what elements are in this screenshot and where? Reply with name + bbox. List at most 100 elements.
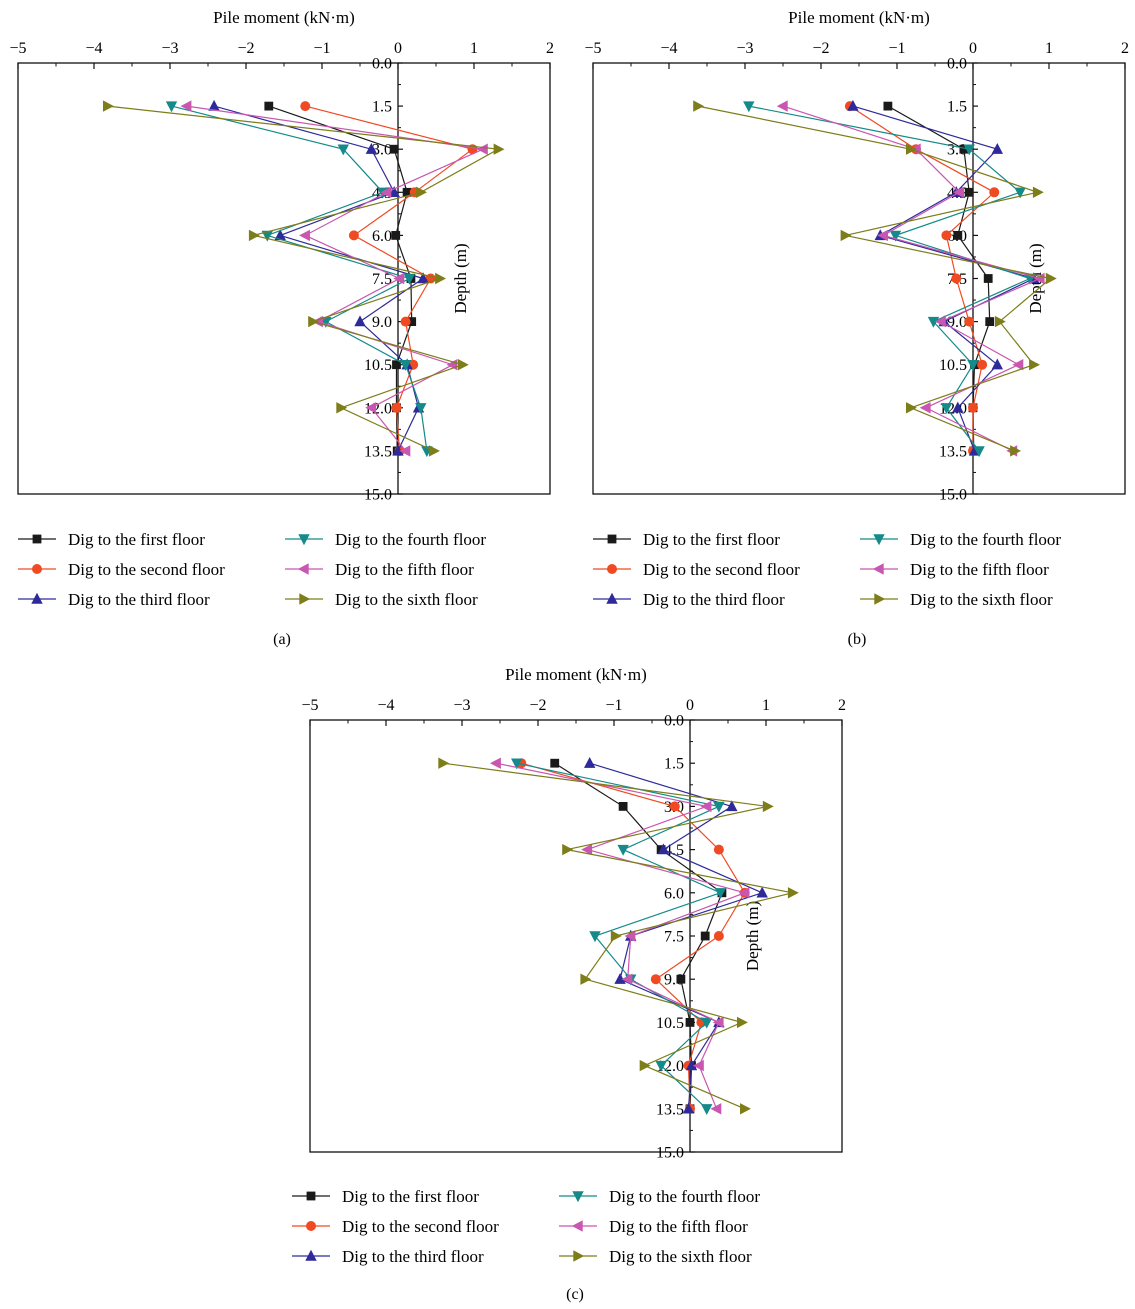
data-point — [1045, 272, 1057, 285]
y-tick-label: 7.5 — [372, 271, 392, 288]
legend-label: Dig to the third floor — [643, 590, 785, 609]
x-tick-label: −3 — [453, 697, 470, 714]
data-point — [621, 973, 633, 985]
legend-marker — [298, 534, 310, 546]
y-tick-label: 15.0 — [364, 487, 392, 504]
series-line — [782, 105, 1042, 452]
data-point — [991, 143, 1004, 154]
data-point — [743, 101, 755, 113]
legend-marker — [573, 1250, 585, 1262]
data-point — [762, 800, 774, 813]
data-point — [989, 187, 1000, 198]
data-point — [610, 930, 622, 942]
legend-item: Dig to the third floor — [593, 590, 785, 609]
data-point — [700, 800, 712, 813]
data-point — [685, 1059, 698, 1071]
y-tick-label: 10.5 — [364, 357, 392, 374]
data-point — [392, 360, 401, 370]
series-5 — [776, 100, 1045, 457]
data-point — [889, 230, 902, 242]
data-point — [655, 1060, 667, 1072]
legend-label: Dig to the second floor — [342, 1217, 499, 1236]
x-tick-label: −1 — [313, 40, 330, 57]
legend-item: Dig to the fifth floor — [860, 560, 1049, 579]
data-point — [264, 101, 274, 111]
data-point — [919, 402, 931, 414]
data-point — [967, 360, 979, 371]
x-tick-label: 2 — [546, 40, 554, 57]
data-point — [1029, 359, 1040, 371]
x-tick-label: −2 — [529, 697, 546, 714]
data-point — [726, 800, 738, 812]
y-tick-label: 13.5 — [939, 443, 967, 460]
data-point — [701, 1017, 713, 1029]
chart-panel-1: −5 −4 −3 −2 −1 0 1 2 Pile moment (kN·m) 0.0 1.5 3.0… — [9, 8, 554, 648]
data-point — [669, 801, 680, 812]
plot-frame — [17, 62, 551, 495]
data-point — [983, 274, 993, 283]
legend-label: Dig to the third floor — [342, 1247, 484, 1266]
data-point — [490, 757, 501, 769]
y-tick-label: 3.0 — [372, 142, 392, 159]
legend-label: Dig to the fifth floor — [910, 560, 1049, 579]
series-6 — [438, 757, 799, 1115]
y-tick-label: 9.0 — [372, 314, 392, 331]
y-tick-label: 15.0 — [656, 1145, 684, 1162]
panel-label: (a) — [273, 631, 291, 648]
data-point — [435, 272, 446, 285]
legend-marker — [297, 563, 309, 575]
data-point — [1014, 187, 1026, 199]
data-point — [393, 272, 405, 285]
data-point — [392, 444, 404, 456]
data-point — [389, 144, 399, 154]
data-point — [840, 229, 852, 242]
x-tick-label: 1 — [470, 40, 478, 57]
y-tick-label: 13.5 — [364, 443, 392, 460]
data-point — [583, 757, 596, 768]
y-tick-label: 1.5 — [664, 756, 684, 773]
data-point — [1012, 359, 1024, 371]
data-point — [457, 359, 469, 371]
x-tick-label: 2 — [838, 697, 846, 714]
data-point — [941, 230, 952, 241]
legend-label: Dig to the fifth floor — [609, 1217, 748, 1236]
data-point — [682, 1102, 695, 1114]
legend-item: Dig to the first floor — [593, 530, 780, 549]
data-point — [562, 843, 574, 856]
data-point — [991, 358, 1004, 370]
legend: Dig to the first floor Dig to the second … — [593, 530, 1061, 609]
data-point — [308, 315, 320, 328]
data-point — [693, 100, 705, 112]
data-point — [624, 930, 636, 942]
data-point — [713, 931, 724, 941]
legend-item: Dig to the sixth floor — [559, 1247, 752, 1266]
y-tick-label: 1.5 — [947, 99, 967, 116]
data-point — [847, 99, 859, 111]
legend-label: Dig to the fourth floor — [910, 530, 1061, 549]
x-tick-label: −2 — [237, 40, 254, 57]
data-point — [787, 887, 799, 899]
legend-marker — [873, 534, 885, 546]
data-point — [180, 100, 192, 112]
data-point — [676, 974, 686, 984]
legend-marker — [571, 1220, 583, 1232]
data-point — [953, 186, 965, 198]
data-point — [877, 229, 889, 242]
data-point — [692, 1059, 704, 1072]
data-point — [968, 402, 978, 413]
legend-item: Dig to the fourth floor — [559, 1187, 760, 1206]
x-tick-label: −4 — [85, 40, 102, 57]
data-point — [403, 273, 416, 285]
legend-label: Dig to the first floor — [643, 530, 780, 549]
legend: Dig to the first floor Dig to the second … — [18, 530, 486, 609]
x-tick-label: 0 — [969, 40, 977, 57]
y-tick-label: 6.0 — [664, 885, 684, 902]
y-tick-label: 10.5 — [939, 357, 967, 374]
legend-marker — [874, 593, 886, 605]
data-point — [650, 974, 661, 985]
data-point — [354, 315, 366, 327]
data-point — [402, 187, 412, 197]
legend-marker — [872, 563, 884, 575]
data-point — [365, 402, 377, 414]
legend-marker — [607, 564, 617, 574]
